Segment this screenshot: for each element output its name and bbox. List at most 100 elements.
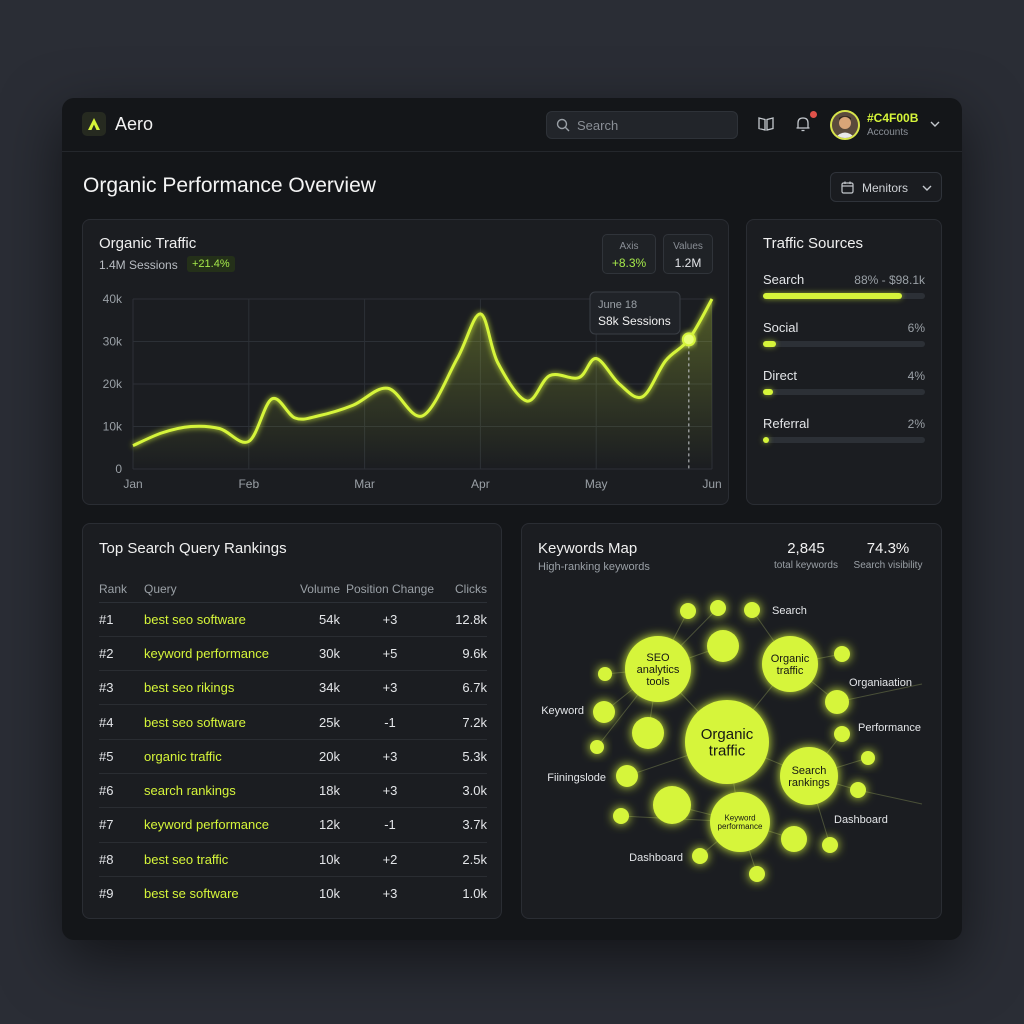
keyword-node[interactable] — [781, 826, 807, 852]
query-cell[interactable]: best seo rikings — [144, 670, 294, 706]
keyword-label-performance: Performance — [858, 722, 921, 734]
query-cell[interactable]: best seo software — [144, 602, 294, 637]
keyword-node[interactable] — [598, 667, 612, 681]
traffic-area — [133, 299, 712, 469]
axis-metric-value: +8.3% — [611, 256, 647, 270]
traffic-series-line[interactable] — [132, 298, 714, 447]
source-label: Referral — [763, 416, 810, 431]
rankings-card: Top Search Query Rankings Rank Query Vol… — [82, 523, 502, 919]
chevron-down-icon — [922, 185, 932, 191]
volume-cell: 10k — [294, 842, 340, 877]
source-progress-track — [763, 437, 925, 443]
keyword-node[interactable] — [834, 646, 850, 662]
keyword-hub-label: Search rankings — [788, 765, 830, 789]
x-tick-label: Mar — [354, 477, 375, 491]
highlight-point[interactable] — [681, 332, 696, 347]
keyword-node[interactable] — [861, 751, 875, 765]
total-keywords-label: total keywords — [774, 560, 838, 571]
query-cell[interactable]: search rankings — [144, 773, 294, 809]
avatar[interactable] — [830, 110, 860, 140]
table-row[interactable]: #4 best seo software 25k -1 7.2k — [99, 704, 487, 740]
keyword-label-search: Search — [772, 605, 807, 617]
volume-cell: 12k — [294, 807, 340, 843]
aero-logo-icon[interactable] — [82, 112, 106, 136]
keyword-node[interactable] — [707, 630, 739, 662]
keywords-network-graph[interactable]: Organic traffic SEO analytics tools Organic tr… — [522, 524, 943, 920]
col-position-change[interactable]: Position Change — [340, 576, 440, 603]
keyword-node[interactable] — [680, 603, 696, 619]
query-cell[interactable]: best se software — [144, 886, 239, 902]
organic-traffic-chart[interactable]: 0 10k 20k 30k 40k Jan Feb Mar Apr May Jun June 18 S8… — [83, 220, 730, 506]
query-cell[interactable]: best seo traffic — [144, 842, 294, 877]
y-tick-label: 0 — [115, 462, 122, 476]
monitors-dropdown[interactable]: Menitors — [830, 172, 942, 202]
book-icon[interactable] — [757, 115, 777, 135]
keyword-node[interactable] — [822, 837, 838, 853]
col-volume[interactable]: Volume — [294, 576, 340, 603]
col-rank[interactable]: Rank — [99, 576, 144, 603]
query-cell[interactable]: keyword performance — [144, 807, 294, 843]
values-metric-value: 1.2M — [674, 256, 702, 270]
query-cell[interactable]: best seo software — [144, 704, 294, 740]
table-row[interactable]: #2 keyword performance 30k +5 9.6k — [99, 636, 487, 672]
keyword-node[interactable] — [616, 765, 638, 787]
col-clicks[interactable]: Clicks — [440, 576, 487, 603]
keyword-node[interactable] — [744, 602, 760, 618]
rank-cell: #9 — [99, 886, 114, 902]
keyword-hub-rank[interactable]: Search rankings — [780, 747, 838, 805]
query-cell[interactable]: keyword performance — [144, 636, 294, 672]
keyword-hub-kw[interactable]: Keyword performance — [710, 792, 770, 852]
search-box[interactable] — [546, 111, 738, 139]
axis-metric[interactable]: Axis +8.3% — [602, 234, 656, 274]
keyword-node[interactable] — [632, 717, 664, 749]
clicks-cell: 7.2k — [440, 704, 487, 740]
volume-cell: 25k — [294, 704, 340, 740]
account-id[interactable]: #C4F00B — [867, 111, 919, 125]
keyword-hub-label: Keyword performance — [718, 813, 763, 831]
rank-cell: #8 — [99, 842, 144, 877]
clicks-cell: 2.5k — [440, 842, 487, 877]
chevron-down-icon[interactable] — [930, 120, 940, 128]
source-progress-fill — [763, 293, 903, 299]
dashboard-window: Aero #C4F00B Accounts Organic Performanc… — [62, 98, 962, 940]
y-tick-label: 10k — [103, 420, 123, 434]
table-row[interactable]: #5 organic traffic 20k +3 5.3k — [99, 739, 487, 774]
table-row[interactable]: #8 best seo traffic 10k +2 2.5k — [99, 842, 487, 877]
keyword-node[interactable] — [850, 782, 866, 798]
volume-cell: 20k — [294, 739, 340, 774]
keyword-hub-seo[interactable]: SEO analytics tools — [625, 636, 691, 702]
source-progress-track — [763, 389, 925, 395]
keyword-node[interactable] — [710, 600, 726, 616]
keyword-hub-org[interactable]: Organic traffic — [762, 636, 818, 692]
values-metric[interactable]: Values 1.2M — [663, 234, 713, 274]
traffic-title: Organic Traffic — [99, 235, 197, 252]
keyword-node[interactable] — [613, 808, 629, 824]
keyword-node[interactable] — [653, 786, 691, 824]
table-row[interactable]: #7 keyword performance 12k -1 3.7k — [99, 807, 487, 843]
table-header-row: Rank Query Volume Position Change Clicks — [99, 576, 487, 603]
keyword-hub-label: Organic traffic — [771, 653, 810, 677]
table-row[interactable]: #1 best seo software 54k +3 12.8k — [99, 602, 487, 637]
search-input[interactable] — [577, 116, 727, 134]
clicks-cell: 9.6k — [440, 636, 487, 672]
keyword-label-organization: Organiaation — [849, 677, 912, 689]
rankings-title: Top Search Query Rankings — [99, 540, 287, 557]
source-progress-fill — [763, 341, 776, 347]
graph-edge — [857, 789, 923, 805]
keyword-node[interactable] — [590, 740, 604, 754]
bell-icon[interactable] — [794, 110, 818, 135]
query-cell[interactable]: organic traffic — [144, 739, 294, 774]
clicks-cell: 12.8k — [440, 602, 487, 637]
keyword-node[interactable] — [834, 726, 850, 742]
keyword-node[interactable] — [593, 701, 615, 723]
keyword-hub-center[interactable]: Organic traffic — [685, 700, 769, 784]
table-row[interactable]: #6 search rankings 18k +3 3.0k — [99, 773, 487, 809]
search-icon — [556, 118, 570, 132]
col-query[interactable]: Query — [144, 576, 294, 603]
table-row[interactable]: #9 best se software 10k +3 1.0k — [99, 876, 487, 910]
keyword-node[interactable] — [825, 690, 849, 714]
keyword-node[interactable] — [749, 866, 765, 882]
table-row[interactable]: #3 best seo rikings 34k +3 6.7k — [99, 670, 487, 706]
keyword-node[interactable] — [692, 848, 708, 864]
keyword-hub-label: Organic traffic — [701, 726, 754, 760]
